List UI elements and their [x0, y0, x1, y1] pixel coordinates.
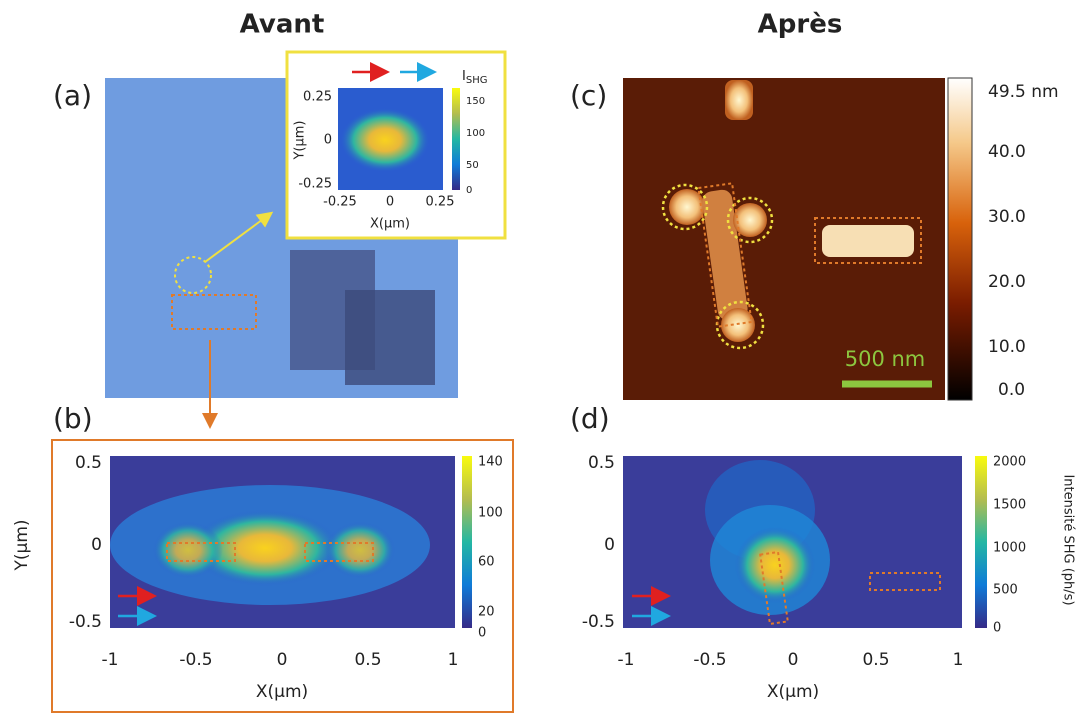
colorbar	[462, 456, 472, 628]
particle	[702, 189, 748, 321]
y-tick-label: -0.5	[582, 612, 615, 632]
colorbar-tick: 20.0	[988, 272, 1026, 292]
x-tick-label: 1	[448, 650, 459, 670]
heatmap-spot	[735, 527, 815, 603]
colorbar-tick: 100	[466, 128, 485, 139]
colorbar-tick: 1000	[993, 541, 1026, 556]
x-tick-label: 0	[788, 650, 799, 670]
x-tick-label: -0.25	[323, 195, 357, 210]
y-axis-label: Y(µm)	[293, 120, 308, 160]
colorbar	[975, 456, 987, 628]
y-tick-label: 0	[91, 535, 102, 555]
heatmap-spot	[325, 522, 395, 578]
arrow	[204, 211, 274, 263]
colorbar-tick: 2000	[993, 455, 1026, 470]
colorbar-tick: 0	[466, 185, 472, 196]
y-tick-label: 0.25	[303, 90, 332, 105]
x-tick-label: -1	[102, 650, 119, 670]
y-tick-label: -0.5	[69, 612, 102, 632]
colorbar-tick: 0	[478, 626, 486, 641]
panel-label: (c)	[570, 79, 607, 112]
colorbar-tick: 10.0	[988, 337, 1026, 357]
colorbar-label: ISHG	[462, 69, 487, 87]
x-tick-label: 0.5	[862, 650, 889, 670]
marker-rect	[166, 542, 236, 562]
x-tick-label: -1	[618, 650, 635, 670]
colorbar-tick: 60	[478, 555, 495, 570]
title-left: Avant	[240, 10, 325, 40]
x-tick-label: 0	[386, 195, 394, 210]
marker-rect	[814, 217, 922, 264]
panel-label: (a)	[53, 79, 92, 112]
marker-rect	[869, 572, 941, 591]
y-tick-label: 0.5	[75, 453, 102, 473]
x-tick-label: -0.5	[179, 650, 212, 670]
colorbar	[452, 88, 460, 190]
colorbar-tick: 140	[478, 455, 503, 470]
particle	[725, 80, 753, 120]
colorbar-tick: 150	[466, 96, 485, 107]
colorbar-tick: 1500	[993, 498, 1026, 513]
heatmap-spot	[340, 108, 430, 172]
marker-rect	[171, 294, 257, 330]
x-tick-label: -0.5	[693, 650, 726, 670]
y-tick-label: 0.5	[588, 453, 615, 473]
marker-rect	[759, 550, 789, 626]
scale-bar-label: 500 nm	[845, 347, 926, 371]
particle	[669, 189, 705, 225]
y-axis-label: Y(µm)	[12, 519, 32, 571]
structure	[345, 290, 435, 385]
particle	[733, 203, 767, 237]
y-tick-label: 0	[324, 133, 332, 148]
x-tick-label: 0.5	[354, 650, 381, 670]
x-axis-label: X(µm)	[767, 682, 819, 702]
title-right: Après	[758, 10, 843, 40]
marker-rect	[304, 542, 374, 562]
particle	[721, 308, 755, 342]
panel-label: (d)	[570, 402, 610, 435]
colorbar-tick: 0.0	[998, 380, 1025, 400]
colorbar-tick: 100	[478, 506, 503, 521]
x-axis-label: X(µm)	[370, 217, 410, 232]
marker-circle	[174, 256, 212, 294]
markers	[661, 183, 774, 350]
x-tick-label: 1	[953, 650, 964, 670]
marker-rect	[697, 182, 753, 328]
panel-label: (b)	[53, 402, 93, 435]
heatmap-spot	[153, 522, 223, 578]
colorbar-tick: 49.5 nm	[988, 82, 1059, 102]
colorbar-tick: 50	[466, 160, 479, 171]
panel-frame	[51, 439, 514, 713]
colorbar-tick: 40.0	[988, 142, 1026, 162]
colorbar-tick: 500	[993, 583, 1018, 598]
colorbar-tick: 0	[993, 621, 1001, 636]
colorbar-tick: 30.0	[988, 207, 1026, 227]
y-tick-label: -0.25	[298, 177, 332, 192]
y-tick-label: 0	[604, 535, 615, 555]
x-tick-label: 0	[277, 650, 288, 670]
heatmap-spot	[190, 510, 340, 586]
colorbar-tick: 20	[478, 605, 495, 620]
colorbar	[947, 77, 973, 401]
x-tick-label: 0.25	[426, 195, 455, 210]
particle	[822, 225, 914, 257]
colorbar-label: Intensité SHG (ph/s)	[1061, 474, 1076, 605]
x-axis-label: X(µm)	[256, 682, 308, 702]
